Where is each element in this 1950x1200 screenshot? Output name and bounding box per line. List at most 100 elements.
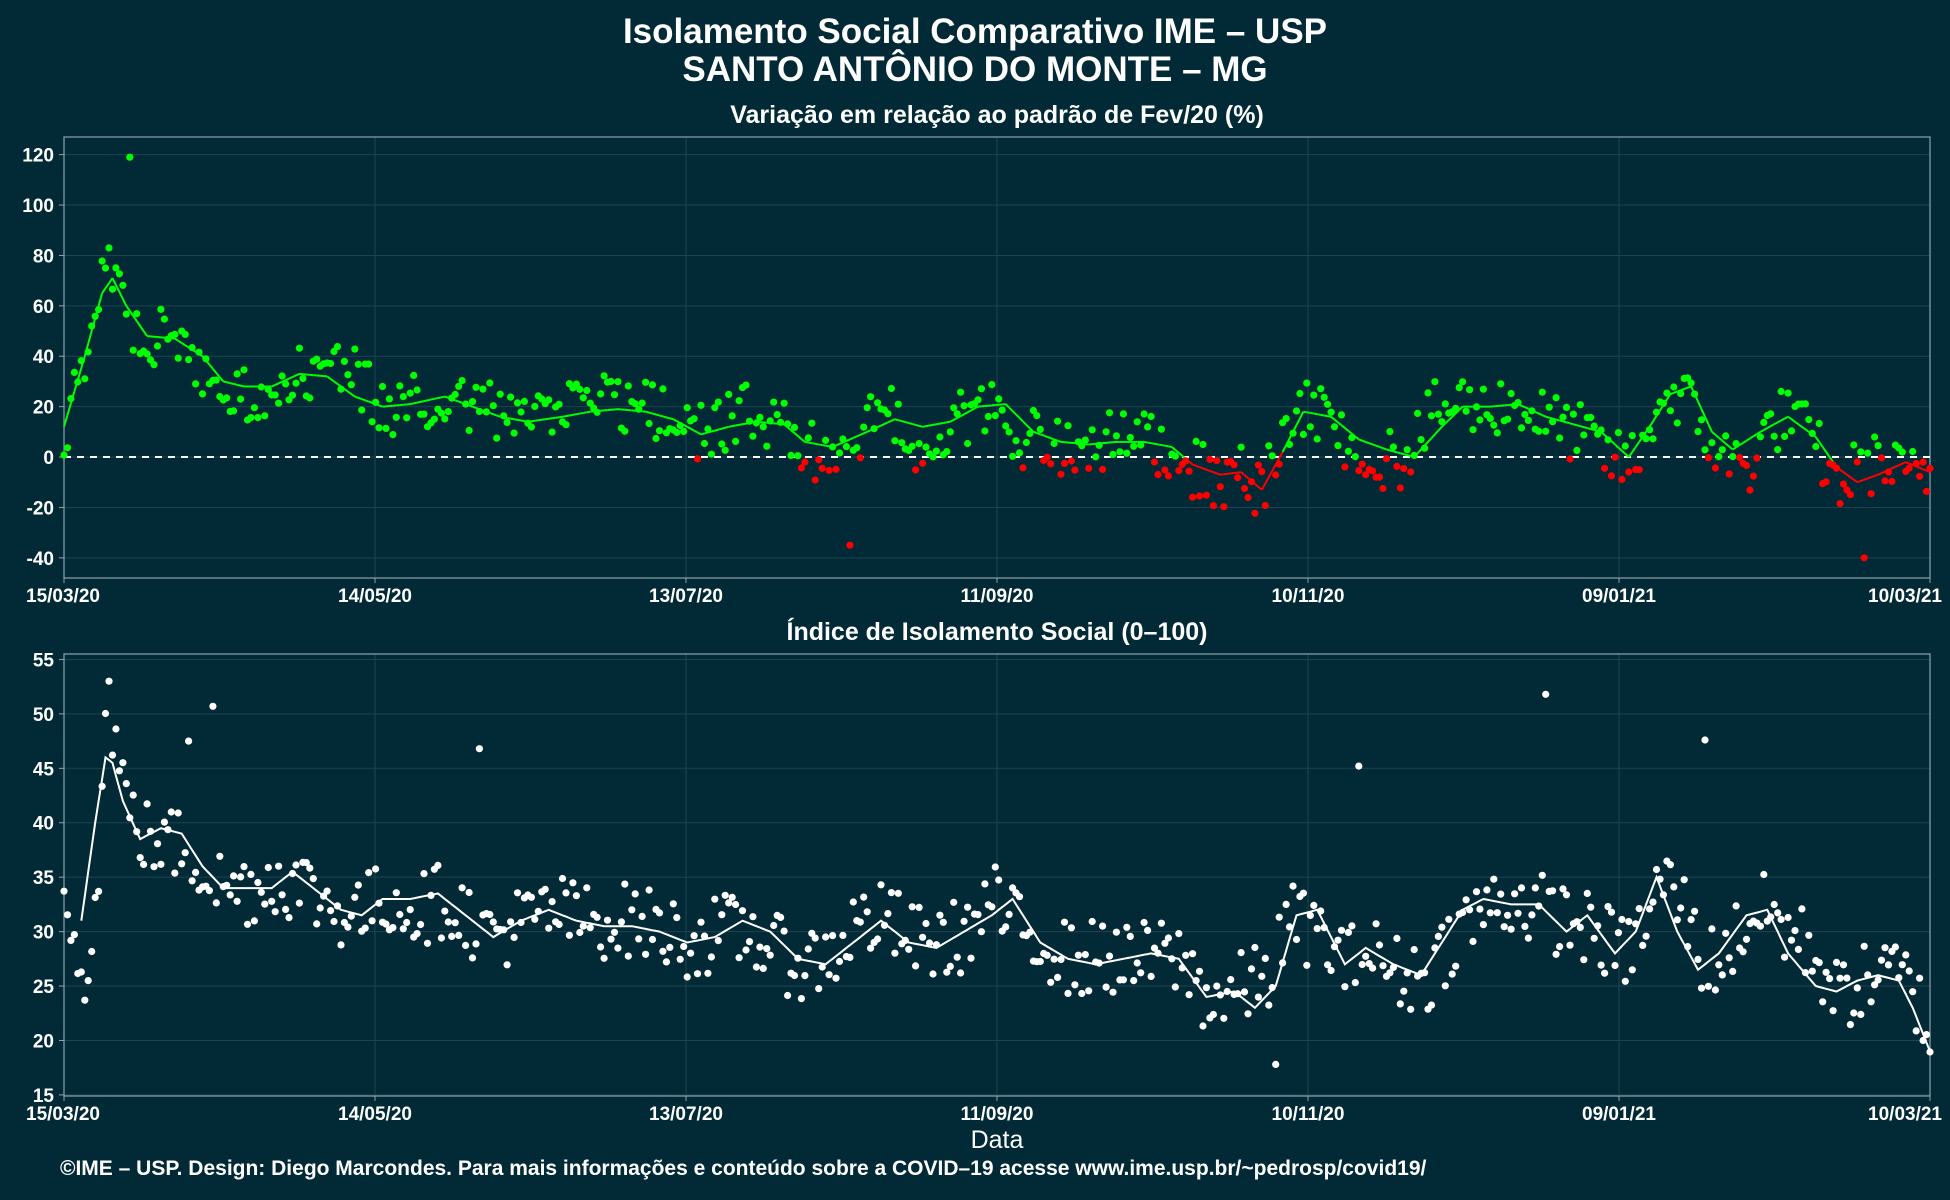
data-point — [1736, 453, 1744, 462]
data-point — [389, 431, 397, 439]
data-point — [157, 305, 165, 313]
data-point — [669, 900, 677, 908]
data-point — [1739, 948, 1747, 956]
data-point — [188, 344, 196, 352]
data-point — [1327, 966, 1335, 975]
trend-line-segment — [890, 418, 896, 422]
data-point — [1330, 943, 1339, 951]
trend-line-segment — [1569, 422, 1574, 426]
data-point — [621, 427, 629, 435]
trend-line-segment — [1458, 405, 1464, 411]
trend-line-segment — [361, 398, 366, 402]
data-point — [344, 371, 352, 379]
trend-line-segment — [880, 423, 885, 427]
data-point — [427, 891, 435, 900]
data-point — [423, 939, 432, 947]
trend-line-segment — [541, 418, 546, 421]
data-point — [642, 378, 650, 386]
data-point — [1476, 416, 1484, 424]
data-point — [804, 434, 812, 442]
trend-line-segment — [1849, 476, 1855, 481]
data-point — [1618, 915, 1626, 924]
data-point — [1732, 440, 1740, 448]
data-point — [185, 356, 193, 364]
data-point — [1230, 461, 1238, 469]
trend-line-segment — [1839, 468, 1845, 473]
trend-line-segment — [835, 443, 840, 447]
data-point — [282, 905, 290, 914]
trend-line-segment — [326, 375, 332, 380]
data-point — [1033, 412, 1041, 420]
trend-line-segment — [1562, 420, 1567, 424]
data-point — [1400, 987, 1408, 995]
data-point — [763, 945, 771, 953]
trend-line-segment — [219, 376, 225, 383]
trend-line-segment — [97, 292, 104, 307]
data-point — [1490, 875, 1498, 883]
trend-line-segment — [1780, 417, 1786, 422]
data-point — [874, 399, 882, 407]
data-point — [860, 893, 868, 901]
data-point — [1296, 389, 1304, 398]
trend-line-segment — [111, 277, 117, 286]
data-point — [1832, 464, 1841, 472]
data-point — [198, 390, 207, 398]
data-point — [1580, 956, 1588, 964]
trend-line-segment — [946, 420, 951, 424]
trend-line-segment — [125, 305, 131, 312]
data-point — [226, 891, 234, 899]
data-point — [1472, 888, 1481, 896]
data-point — [1542, 690, 1550, 698]
data-point — [1303, 961, 1311, 969]
data-point — [700, 439, 709, 448]
data-point — [1334, 442, 1342, 450]
trend-line-segment — [1555, 418, 1560, 422]
data-point — [1189, 950, 1197, 958]
trend-line-segment — [1870, 475, 1875, 479]
trend-line-segment — [1365, 440, 1370, 445]
data-point — [1427, 412, 1436, 420]
data-point — [1223, 987, 1231, 996]
trend-line-segment — [839, 441, 844, 445]
trend-line-segment — [815, 442, 819, 446]
data-point — [1514, 909, 1522, 917]
figure-title: Isolamento Social Comparativo IME – USP — [622, 12, 1328, 51]
trend-line-segment — [1670, 391, 1675, 395]
trend-line-segment — [454, 399, 460, 403]
data-point — [1462, 407, 1470, 415]
data-point — [638, 912, 646, 921]
data-point — [1199, 1022, 1207, 1030]
trend-line-segment — [1168, 445, 1173, 448]
trend-line-segment — [278, 380, 283, 385]
data-point — [1853, 458, 1861, 466]
data-point — [1583, 889, 1591, 898]
data-point — [572, 892, 581, 900]
data-point — [1798, 905, 1806, 913]
data-point — [261, 412, 269, 420]
data-point — [278, 891, 286, 899]
data-point — [1427, 1001, 1436, 1009]
data-point — [680, 427, 688, 435]
data-point — [434, 861, 442, 870]
data-point — [396, 382, 404, 390]
data-point — [1687, 916, 1695, 924]
data-point — [607, 377, 615, 386]
trend-line-segment — [693, 429, 699, 434]
trend-line-segment — [1580, 425, 1585, 429]
trend-line-segment — [1721, 439, 1727, 445]
trend-line-segment — [1039, 433, 1045, 437]
trend-line-segment — [1281, 444, 1287, 453]
data-point — [1715, 961, 1723, 969]
data-point — [344, 923, 352, 931]
data-point — [1175, 930, 1183, 938]
data-point — [1493, 429, 1501, 437]
data-point — [1826, 975, 1834, 983]
trend-line-segment — [1756, 430, 1761, 435]
data-point — [676, 955, 684, 963]
data-point — [233, 897, 241, 905]
trend-line-segment — [1700, 408, 1706, 418]
trend-line-segment — [1652, 415, 1658, 422]
data-point — [1306, 423, 1314, 431]
data-point — [1341, 463, 1349, 471]
